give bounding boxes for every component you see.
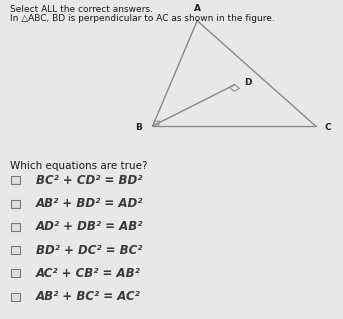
Text: C: C — [324, 123, 331, 132]
Text: In △ABC, BD is perpendicular to AC as shown in the figure.: In △ABC, BD is perpendicular to AC as sh… — [10, 14, 275, 23]
Text: BD² + DC² = BC²: BD² + DC² = BC² — [36, 244, 142, 256]
FancyBboxPatch shape — [11, 269, 20, 277]
Text: A: A — [194, 4, 201, 13]
Text: B: B — [135, 123, 142, 132]
Text: AD² + DB² = AB²: AD² + DB² = AB² — [36, 220, 143, 233]
Text: AB² + BD² = AD²: AB² + BD² = AD² — [36, 197, 143, 210]
Text: BC² + CD² = BD²: BC² + CD² = BD² — [36, 174, 142, 187]
FancyBboxPatch shape — [11, 246, 20, 254]
FancyBboxPatch shape — [11, 200, 20, 208]
Text: Select ALL the correct answers.: Select ALL the correct answers. — [10, 5, 153, 14]
FancyBboxPatch shape — [11, 223, 20, 231]
Text: AC² + CB² = AB²: AC² + CB² = AB² — [36, 267, 141, 280]
Text: Which equations are true?: Which equations are true? — [10, 161, 148, 171]
FancyBboxPatch shape — [11, 176, 20, 184]
FancyBboxPatch shape — [11, 293, 20, 300]
Text: D: D — [245, 78, 252, 87]
Text: AB² + BC² = AC²: AB² + BC² = AC² — [36, 290, 141, 303]
